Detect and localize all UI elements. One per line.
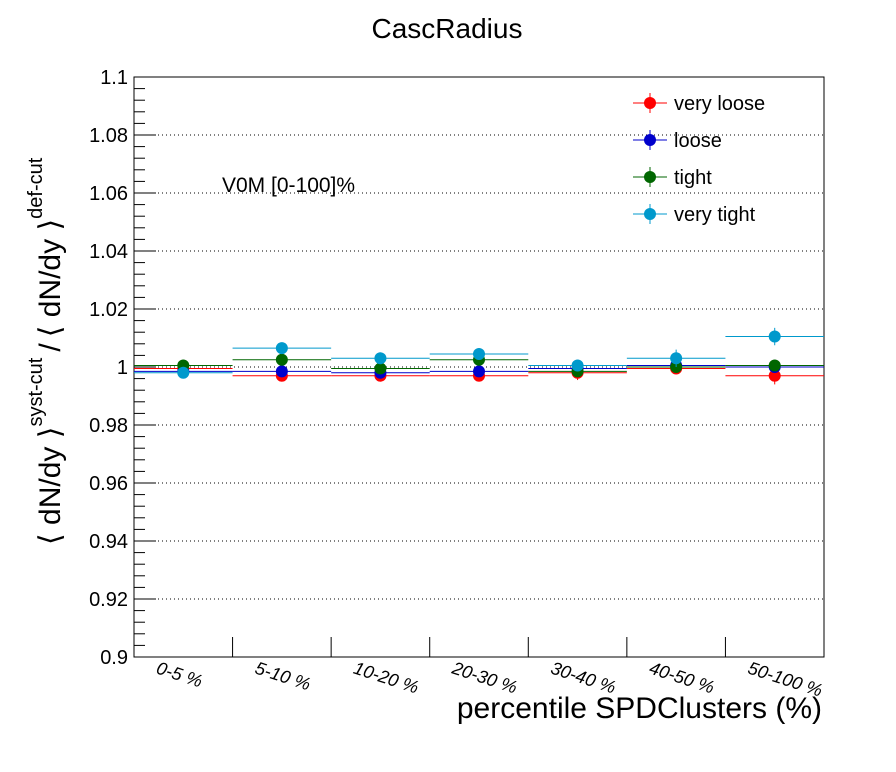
legend-marker bbox=[644, 97, 656, 109]
y-tick-label: 0.92 bbox=[89, 589, 128, 611]
legend-marker bbox=[644, 171, 656, 183]
legend: very loose loose tight very tight bbox=[633, 93, 765, 226]
y-label-separator: / bbox=[34, 343, 67, 352]
legend-label: very loose bbox=[674, 93, 765, 115]
y-tick-label: 1.04 bbox=[89, 241, 128, 263]
y-tick-label: 0.9 bbox=[100, 647, 128, 669]
data-point bbox=[275, 365, 288, 378]
y-tick-label: 1.08 bbox=[89, 125, 128, 147]
data-point bbox=[177, 366, 190, 379]
y-tick-label: 1.02 bbox=[89, 299, 128, 321]
data-point bbox=[473, 347, 485, 360]
chart-title: CascRadius bbox=[372, 13, 523, 44]
y-label-denominator: ⟨ dN/dy ⟩ bbox=[34, 219, 67, 337]
data-point bbox=[571, 359, 584, 372]
y-axis: 0.9 0.92 0.94 0.96 0.98 1 1.02 1.04 1.06 1.08 1.1 bbox=[89, 67, 156, 669]
legend-label: loose bbox=[674, 130, 722, 152]
y-tick-label: 0.98 bbox=[89, 415, 128, 437]
y-tick-label: 0.94 bbox=[89, 531, 128, 553]
data-point bbox=[768, 369, 781, 382]
legend-entry: very loose bbox=[633, 93, 765, 115]
y-label-numerator: ⟨ dN/dy ⟩ bbox=[34, 427, 67, 545]
data-point bbox=[670, 352, 683, 365]
legend-entry: loose bbox=[633, 130, 722, 152]
legend-marker bbox=[644, 208, 656, 220]
y-axis-label: ⟨ dN/dy ⟩syst-cut/⟨ dN/dy ⟩def-cut bbox=[25, 157, 67, 545]
x-tick-label: 10-20 % bbox=[351, 658, 421, 698]
data-point bbox=[768, 359, 781, 372]
y-label-denominator-sup: def-cut bbox=[25, 157, 47, 219]
data-point bbox=[374, 352, 387, 365]
svg-text:⟨ dN/dy ⟩syst-cut/⟨ dN/dy ⟩def: ⟨ dN/dy ⟩syst-cut/⟨ dN/dy ⟩def-cut bbox=[25, 157, 67, 545]
data-point bbox=[374, 362, 387, 375]
legend-entry: tight bbox=[633, 167, 712, 189]
x-tick-label: 5-10 % bbox=[253, 658, 313, 695]
legend-label: very tight bbox=[674, 204, 756, 226]
x-axis-label: percentile SPDClusters (%) bbox=[457, 692, 822, 725]
x-tick-label: 0-5 % bbox=[154, 658, 205, 692]
y-tick-label: 1.1 bbox=[100, 67, 128, 89]
legend-marker bbox=[644, 134, 656, 146]
data-point bbox=[275, 353, 288, 366]
data-point bbox=[275, 342, 288, 355]
data-point bbox=[768, 330, 781, 343]
annotation-text: V0M [0-100]% bbox=[222, 174, 355, 197]
y-tick-label: 1 bbox=[117, 357, 128, 379]
y-tick-label: 1.06 bbox=[89, 183, 128, 205]
y-tick-label: 0.96 bbox=[89, 473, 128, 495]
data-point bbox=[473, 365, 485, 378]
data-marks bbox=[134, 327, 824, 385]
legend-label: tight bbox=[674, 167, 712, 189]
series-very-tight bbox=[134, 327, 824, 379]
y-label-numerator-sup: syst-cut bbox=[25, 357, 47, 426]
legend-entry: very tight bbox=[633, 204, 756, 226]
